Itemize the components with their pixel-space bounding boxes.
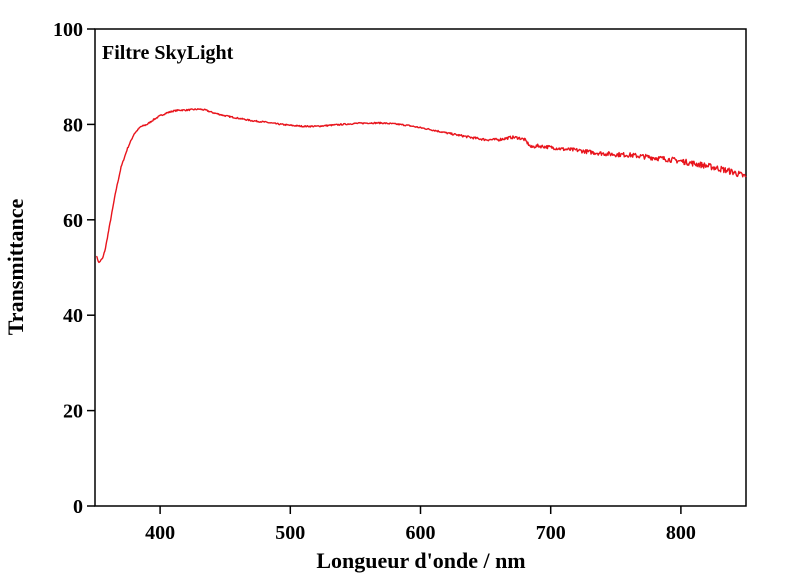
y-tick-label: 60 xyxy=(63,210,83,232)
chart-annotation: Filtre SkyLight xyxy=(102,42,234,64)
x-tick-label: 800 xyxy=(666,522,696,544)
x-tick-label: 600 xyxy=(406,522,436,544)
y-tick-label: 0 xyxy=(73,496,83,518)
plot-frame xyxy=(94,28,747,507)
transmittance-series-line xyxy=(95,107,747,264)
y-axis: 0 20 40 60 80 100 xyxy=(53,19,95,518)
y-tick-label: 40 xyxy=(63,305,83,327)
y-tick-label: 20 xyxy=(63,401,83,423)
x-tick-label: 700 xyxy=(536,522,566,544)
x-axis-label: Longueur d'onde / nm xyxy=(316,548,525,573)
x-tick-label: 500 xyxy=(275,522,305,544)
y-tick-label: 80 xyxy=(63,114,83,136)
y-axis-label: Transmittance xyxy=(3,199,28,336)
y-tick-label: 100 xyxy=(53,19,83,41)
x-axis: 400 500 600 700 800 xyxy=(145,506,696,544)
x-tick-label: 400 xyxy=(145,522,175,544)
